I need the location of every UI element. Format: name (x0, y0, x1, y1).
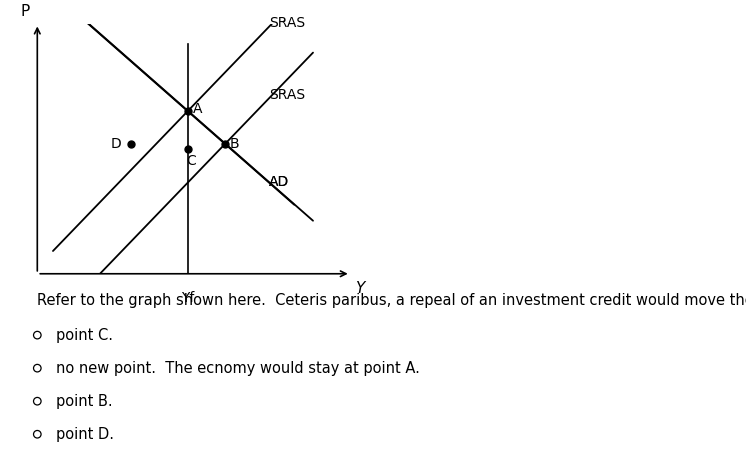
Text: point D.: point D. (56, 427, 114, 442)
Text: point C.: point C. (56, 328, 113, 343)
Text: B: B (230, 137, 239, 151)
Text: Y: Y (355, 281, 365, 296)
Text: SRAS: SRAS (269, 16, 305, 30)
Text: AD: AD (269, 175, 289, 189)
Text: A: A (192, 101, 202, 116)
Text: no new point.  The ecnomy would stay at point A.: no new point. The ecnomy would stay at p… (56, 361, 420, 376)
Text: point B.: point B. (56, 394, 113, 409)
Text: SRAS: SRAS (269, 88, 305, 101)
Text: D: D (111, 137, 122, 151)
Text: C: C (186, 154, 196, 168)
Text: Refer to the graph shown here.  Ceteris paribus, a repeal of an investment credi: Refer to the graph shown here. Ceteris p… (37, 293, 746, 308)
Text: P: P (20, 4, 29, 18)
Text: Yf: Yf (181, 291, 195, 305)
Text: AD: AD (269, 175, 289, 189)
